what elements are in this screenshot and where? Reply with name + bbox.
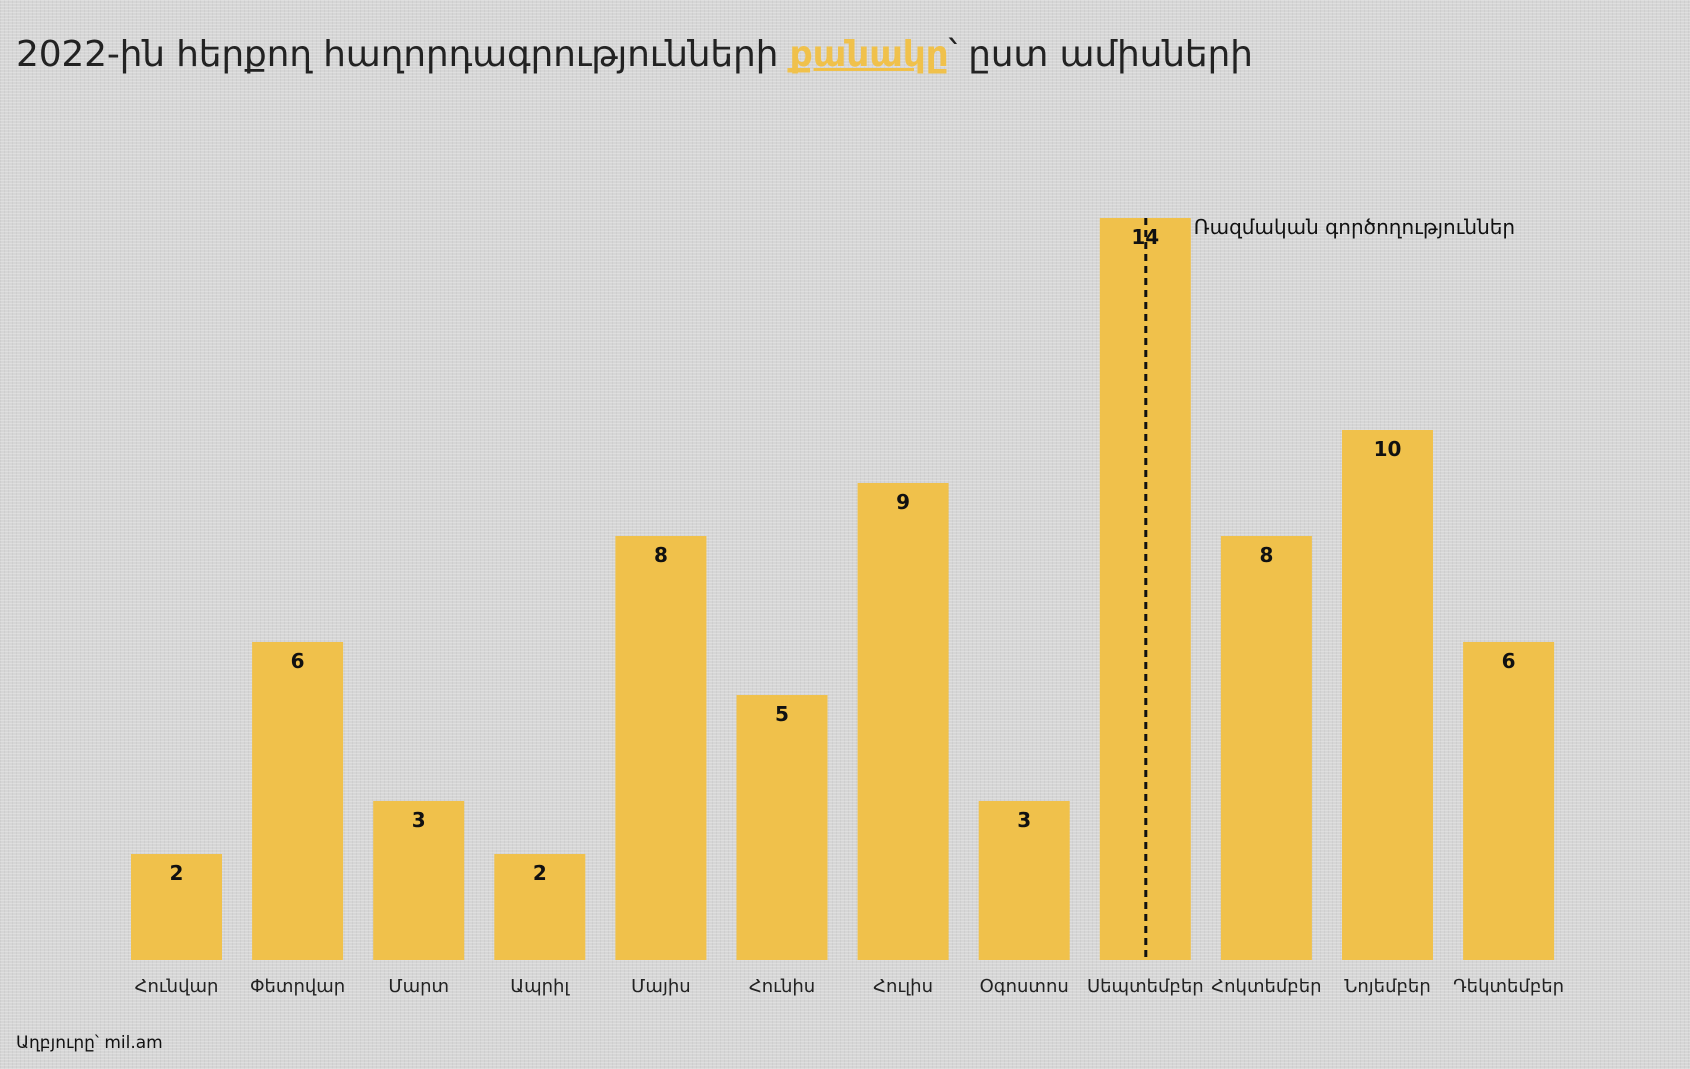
category-label: Օգոստոս — [980, 976, 1069, 997]
bars-layer: 2 Հունվար 6 Փետրվար 3 Մարտ 2 Ապրիլ 8 Մայիս 5 Հունիս… — [131, 218, 1564, 997]
bar-10 — [1220, 536, 1312, 960]
bar-value-label: 6 — [1502, 649, 1516, 673]
bar-value-label: 5 — [775, 702, 789, 726]
category-label: Հունվար — [135, 976, 219, 997]
category-label: Դեկտեմբեր — [1453, 976, 1564, 997]
annotation-layer: Ռազմական գործողություններ — [1144, 215, 1515, 960]
bar-7 — [857, 483, 949, 960]
title-prefix: 2022-ին հերքող հաղորդագրությունների — [16, 34, 790, 75]
bar-value-label: 9 — [896, 490, 910, 514]
category-label: Հոկտեմբեր — [1211, 976, 1321, 997]
bar-2 — [252, 642, 344, 960]
category-label: Նոյեմբեր — [1344, 976, 1430, 997]
bar-value-label: 8 — [654, 543, 668, 567]
bar-1 — [131, 854, 222, 960]
bar-5 — [615, 536, 707, 960]
bar-value-label: 2 — [170, 861, 184, 885]
source-note: Աղբյուրը՝ mil.am — [16, 1033, 163, 1053]
annotation-label: Ռազմական գործողություններ — [1194, 215, 1515, 239]
category-label: Հուլիս — [873, 976, 933, 997]
bar-11 — [1342, 430, 1433, 960]
category-label: Հունիս — [749, 976, 815, 997]
chart-title: 2022-ին հերքող հաղորդագրությունների քանա… — [16, 34, 1253, 75]
category-label: Մարտ — [388, 976, 449, 997]
bar-3 — [373, 801, 465, 960]
title-suffix: ՝ ըստ ամիսների — [948, 34, 1253, 75]
bar-12 — [1463, 642, 1555, 960]
category-label: Փետրվար — [250, 976, 345, 997]
bar-4 — [494, 854, 586, 960]
bar-value-label: 3 — [412, 808, 426, 832]
bar-8 — [978, 801, 1070, 960]
bar-value-label: 3 — [1017, 808, 1031, 832]
title-highlight: քանակը — [789, 34, 949, 75]
category-label: Մայիս — [631, 976, 690, 997]
bar-value-label: 6 — [291, 649, 305, 673]
bar-value-label: 8 — [1259, 543, 1273, 567]
bar-value-label: 2 — [533, 861, 547, 885]
bar-value-label: 10 — [1374, 437, 1402, 461]
bar-6 — [736, 695, 828, 960]
category-label: Սեպտեմբեր — [1087, 976, 1204, 997]
category-label: Ապրիլ — [510, 976, 570, 997]
